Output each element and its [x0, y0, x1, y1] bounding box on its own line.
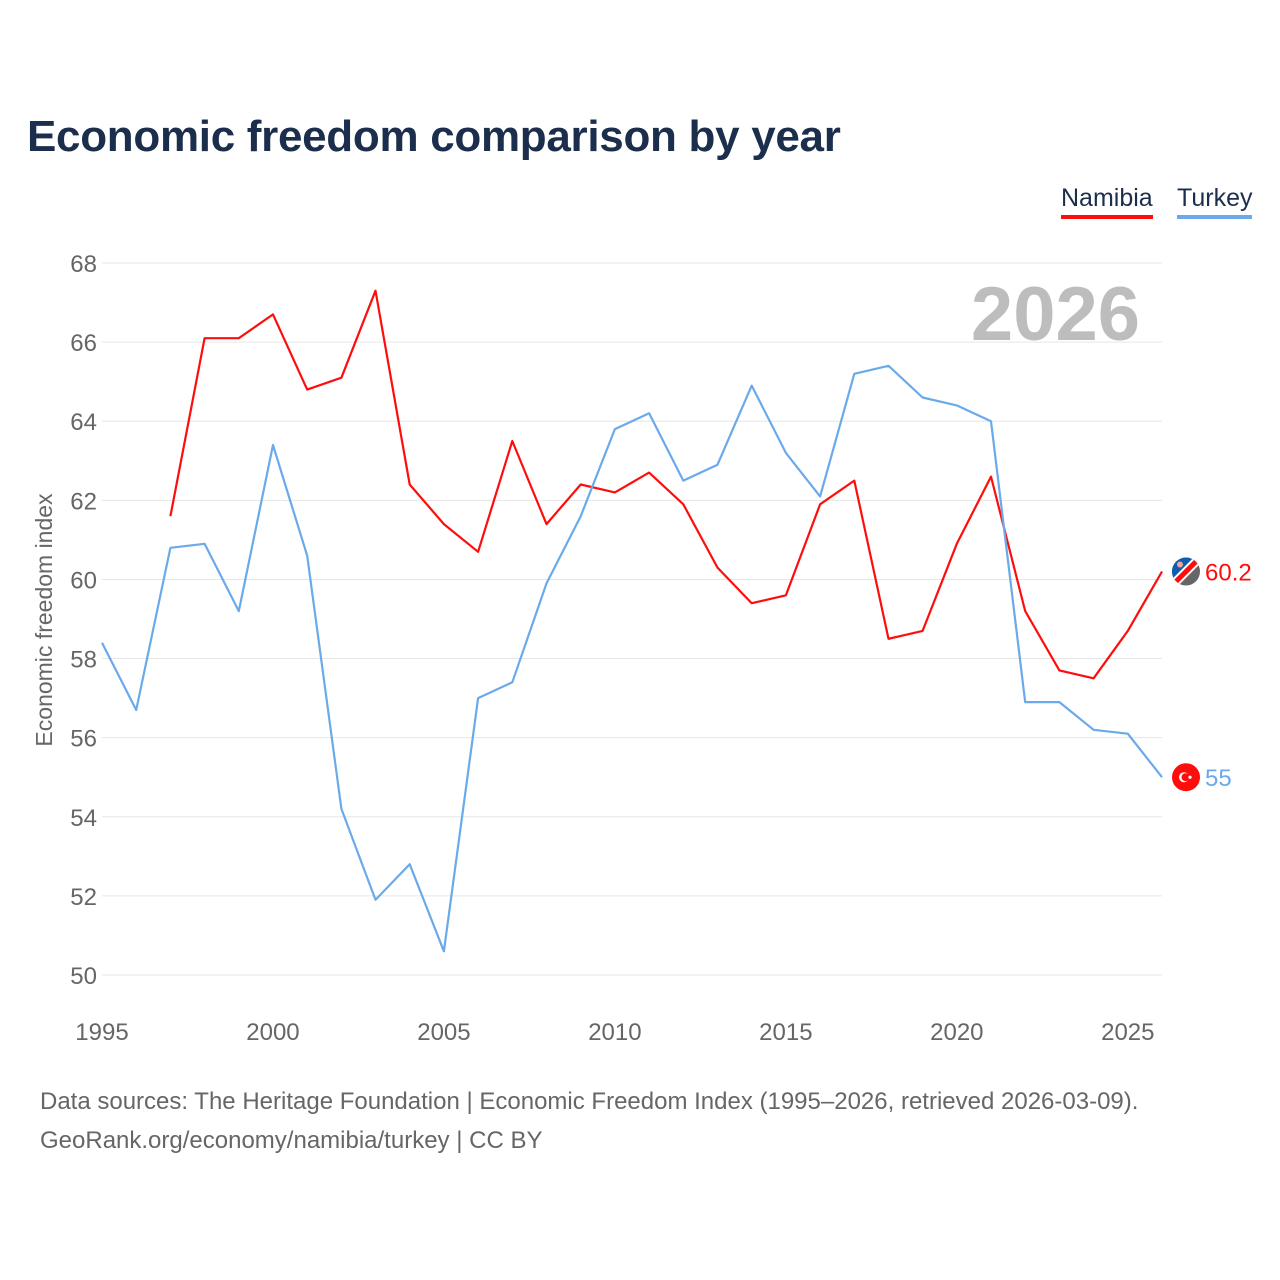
legend-namibia[interactable]: Namibia	[1061, 184, 1153, 219]
y-tick-label: 54	[70, 805, 97, 832]
y-tick-label: 58	[70, 647, 97, 674]
y-tick-label: 64	[70, 409, 97, 436]
x-tick-label: 2000	[246, 1019, 299, 1046]
series-line-turkey	[101, 364, 1163, 953]
y-axis-label: Economic freedom index	[31, 493, 57, 747]
flag-star	[1188, 775, 1192, 779]
source-text: Data sources: The Heritage Foundation | …	[40, 1088, 1139, 1115]
x-tick-label: 2010	[588, 1019, 641, 1046]
end-value-label-namibia: 60.2	[1205, 560, 1252, 587]
legend-turkey[interactable]: Turkey	[1177, 184, 1253, 219]
flag-red	[1172, 557, 1200, 586]
y-tick-label: 68	[70, 251, 97, 278]
y-tick-label: 50	[70, 963, 97, 990]
y-tick-label: 62	[70, 488, 97, 515]
x-tick-label: 2005	[417, 1019, 470, 1046]
x-tick-label: 1995	[75, 1019, 128, 1046]
y-tick-label: 52	[70, 884, 97, 911]
y-tick-label: 60	[70, 567, 97, 594]
chart-title: Economic freedom comparison by year	[27, 112, 841, 161]
source-link[interactable]: GeoRank.org/economy/namibia/turkey | CC …	[40, 1127, 543, 1154]
flag-sun	[1177, 561, 1183, 568]
x-tick-label: 2025	[1101, 1019, 1154, 1046]
year-watermark: 2026	[971, 272, 1140, 357]
y-tick-label: 56	[70, 726, 97, 753]
flag-crescent-cut	[1181, 773, 1190, 782]
x-tick-label: 2015	[759, 1019, 812, 1046]
x-tick-label: 2020	[930, 1019, 983, 1046]
y-tick-label: 66	[70, 330, 97, 357]
series-line-namibia	[169, 289, 1163, 680]
end-value-label-turkey: 55	[1205, 765, 1232, 792]
